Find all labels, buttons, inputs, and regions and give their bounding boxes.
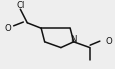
Text: N: N (70, 35, 76, 44)
Text: O: O (105, 37, 111, 46)
Text: Cl: Cl (16, 1, 24, 10)
Text: O: O (5, 24, 11, 33)
